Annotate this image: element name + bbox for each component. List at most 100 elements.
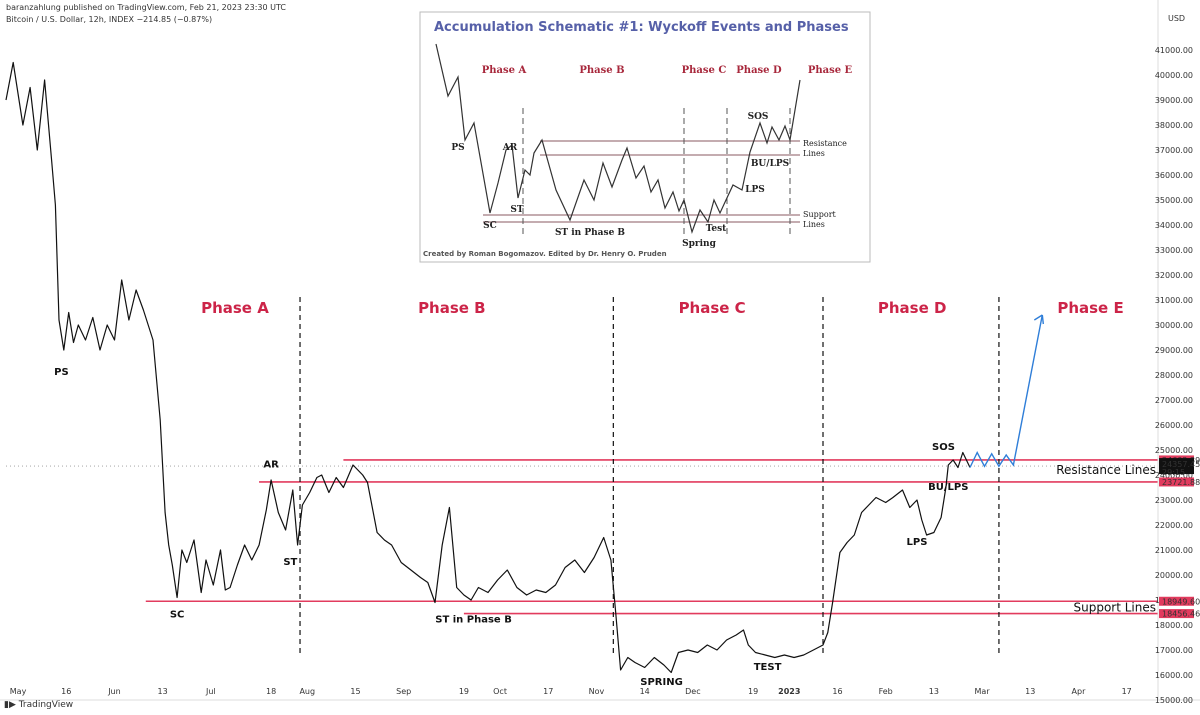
price-axis-tick: 16000.00 [1155, 671, 1193, 680]
price-axis-tick: 35000.00 [1155, 196, 1193, 205]
inset-phase-label: Phase C [682, 65, 727, 76]
time-axis-tick: 14 [640, 687, 650, 696]
price-series-line [5, 61, 971, 674]
price-axis-tick: 17000.00 [1155, 646, 1193, 655]
price-axis-tick: 24000.00 [1155, 471, 1193, 480]
price-axis-tick: 29000.00 [1155, 346, 1193, 355]
price-tag-text: 18456.46 [1162, 610, 1200, 619]
support-price-tag-lower: 18456.46 [1159, 609, 1200, 619]
time-axis-tick: 2023 [778, 687, 800, 696]
tradingview-logo[interactable]: ▮▶ TradingView [4, 700, 73, 710]
event-label: SPRING [640, 677, 683, 688]
price-axis-tick: 21000.00 [1155, 546, 1193, 555]
inset-event-label: LPS [745, 185, 765, 195]
time-axis-tick: Mar [975, 687, 991, 696]
price-axis-tick: 34000.00 [1155, 221, 1193, 230]
time-axis-tick: 17 [543, 687, 553, 696]
inset-event-label: ST in Phase B [555, 228, 625, 238]
inset-phase-label: Phase D [736, 65, 782, 76]
inset-event-label: AR [502, 143, 518, 153]
event-label: ST [283, 557, 297, 568]
inset-phase-label: Phase B [579, 65, 624, 76]
event-label: SOS [932, 442, 955, 453]
time-axis-tick: May [10, 687, 27, 696]
symbol-line: Bitcoin / U.S. Dollar, 12h, INDEX −214.8… [6, 15, 213, 24]
projection-path [969, 314, 1043, 468]
price-tag-text: 24357.45 [1162, 460, 1200, 469]
phase-label: Phase D [878, 299, 947, 317]
inset-event-label: Spring [682, 239, 716, 249]
tradingview-brand: TradingView [18, 700, 74, 710]
inset-phase-label: Phase A [482, 65, 527, 76]
zone-label: Resistance Lines [1056, 463, 1156, 477]
price-axis-tick: 30000.00 [1155, 321, 1193, 330]
price-axis-tick: 40000.00 [1155, 71, 1193, 80]
time-axis-tick: 16 [832, 687, 842, 696]
inset-price-path [435, 43, 801, 235]
price-tag-bg [1159, 596, 1194, 606]
event-label: LPS [907, 537, 928, 548]
inset-resistance-label: Lines [803, 149, 825, 158]
price-tag-bg [1159, 609, 1194, 619]
event-label: TEST [754, 662, 782, 673]
price-axis-tick: 41000.00 [1155, 46, 1193, 55]
tradingview-logo-icon: ▮▶ [4, 700, 19, 710]
time-axis-tick: Nov [589, 687, 605, 696]
event-label: AR [263, 460, 279, 471]
price-axis-unit: USD [1168, 14, 1185, 23]
time-axis-tick: Jun [107, 687, 121, 696]
time-axis-tick: Dec [685, 687, 700, 696]
price-axis-tick: 31000.00 [1155, 296, 1193, 305]
time-axis-tick: 13 [158, 687, 168, 696]
inset-support-label: Support [803, 210, 837, 219]
time-axis-tick: Apr [1072, 687, 1087, 696]
price-tag-countdown: 29:15 [1162, 468, 1185, 477]
inset-credit: Created by Roman Bogomazov. Edited by Dr… [423, 250, 667, 258]
time-axis-tick: 19 [459, 687, 469, 696]
time-axis-tick: 16 [61, 687, 71, 696]
price-tag-text: 23721.88 [1162, 478, 1200, 487]
time-axis-tick: 15 [350, 687, 360, 696]
inset-event-label: ST [510, 205, 523, 215]
zone-label: Support Lines [1073, 600, 1156, 614]
phase-label: Phase A [201, 299, 269, 317]
price-axis-tick: 28000.00 [1155, 371, 1193, 380]
inset-event-label: BU/LPS [751, 159, 789, 169]
price-axis-tick: 33000.00 [1155, 246, 1193, 255]
event-label: ST in Phase B [435, 615, 512, 626]
time-axis-tick: 13 [1025, 687, 1035, 696]
time-axis-tick: Sep [396, 687, 411, 696]
price-axis-tick: 25000.00 [1155, 446, 1193, 455]
resistance-price-tag-lower: 23721.88 [1159, 477, 1200, 487]
time-axis-tick: Oct [493, 687, 507, 696]
projection-arrowhead [1033, 314, 1045, 325]
price-axis-tick: 22000.00 [1155, 521, 1193, 530]
price-axis-tick: 26000.00 [1155, 421, 1193, 430]
price-axis-tick: 23000.00 [1155, 496, 1193, 505]
inset-frame [419, 11, 871, 263]
price-axis-tick: 39000.00 [1155, 96, 1193, 105]
price-tag-bg [1159, 477, 1194, 487]
phase-label: Phase C [679, 299, 746, 317]
price-axis-tick: 32000.00 [1155, 271, 1193, 280]
inset-event-label: SOS [748, 112, 769, 122]
price-axis-tick: 15000.00 [1155, 696, 1193, 705]
price-axis-tick: 38000.00 [1155, 121, 1193, 130]
time-axis-tick: Feb [879, 687, 893, 696]
price-axis-tick: 27000.00 [1155, 396, 1193, 405]
time-axis-tick: 19 [748, 687, 758, 696]
price-axis-tick: 20000.00 [1155, 571, 1193, 580]
support-price-tag-upper: 18949.60 [1159, 596, 1200, 606]
inset-event-label: PS [451, 143, 464, 153]
inset-support-label: Lines [803, 220, 825, 229]
inset-event-label: Test [706, 224, 727, 234]
time-axis-tick: Jul [205, 687, 216, 696]
inset-event-label: SC [483, 221, 497, 231]
event-label: BU/LPS [928, 482, 968, 493]
price-axis-tick: 18000.00 [1155, 621, 1193, 630]
time-axis-tick: 13 [929, 687, 939, 696]
price-axis-tick: 36000.00 [1155, 171, 1193, 180]
price-tag-text: 18949.60 [1162, 597, 1200, 606]
